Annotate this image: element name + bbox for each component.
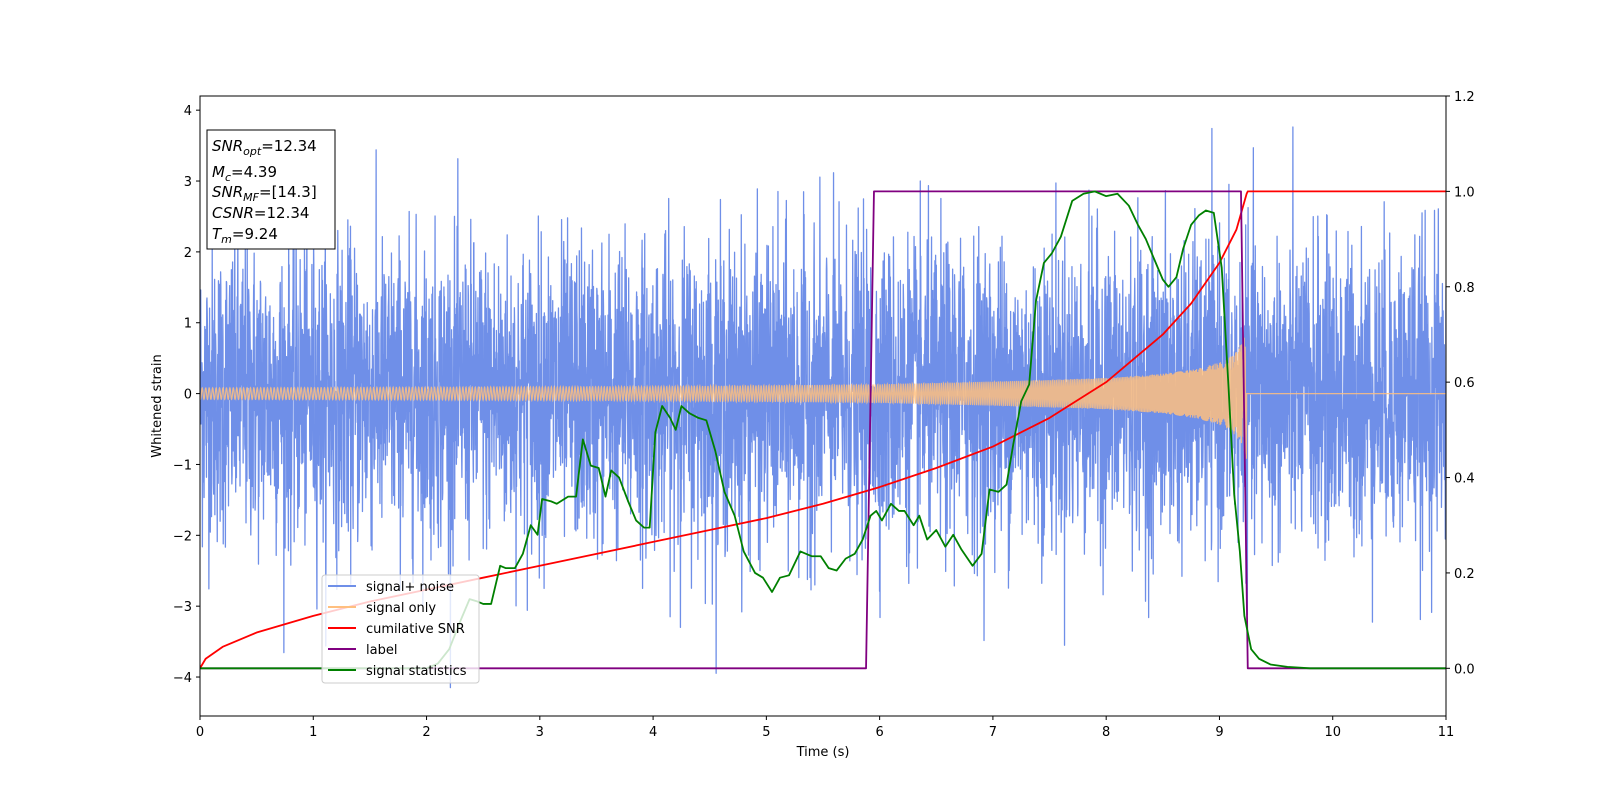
y-left-tick-label: 2 — [184, 246, 192, 261]
y-left-tick-label: 3 — [184, 175, 192, 190]
legend-label: cumilative SNR — [366, 622, 465, 637]
legend-label: signal only — [366, 601, 436, 616]
y-right-tick-label: 0.4 — [1454, 472, 1475, 487]
info-line-main: SNR — [212, 137, 243, 155]
y-right-tick-label: 0.8 — [1454, 281, 1475, 296]
y-left-tick-label: 0 — [184, 388, 192, 403]
x-tick-label: 7 — [989, 725, 997, 740]
y-right-tick-label: 0.2 — [1454, 567, 1475, 582]
series-signal-only-line — [200, 337, 1446, 459]
info-line: Mc=4.39 — [212, 163, 277, 184]
y-left-tick-label: −3 — [173, 600, 192, 615]
y-left-tick-label: 1 — [184, 317, 192, 332]
info-line-value: =[14.3] — [259, 183, 317, 201]
x-tick-label: 3 — [536, 725, 544, 740]
info-line-sub: opt — [243, 145, 262, 158]
legend-label: label — [366, 643, 397, 658]
x-axis-label: Time (s) — [796, 745, 850, 760]
legend-label: signal statistics — [366, 664, 467, 679]
info-line-main: CSNR — [212, 204, 254, 222]
info-line-main: SNR — [212, 183, 243, 201]
info-line-sub: c — [225, 171, 231, 184]
x-tick-label: 8 — [1102, 725, 1110, 740]
ticks-layer: 0 1 2 3 4 5 6 7 8 9 10 1143210−1−2−3−41.21.00.80.60… — [173, 90, 1475, 740]
info-line-sub: MF — [243, 191, 259, 204]
y-left-tick-label: −1 — [173, 458, 192, 473]
info-line-value: =12.34 — [261, 137, 317, 155]
info-line-value: =4.39 — [231, 163, 277, 181]
x-tick-label: 11 — [1438, 725, 1455, 740]
y-left-tick-label: −2 — [173, 529, 192, 544]
x-tick-label: 0 — [196, 725, 204, 740]
legend-frame — [321, 574, 480, 684]
info-line: Tm=9.24 — [212, 225, 278, 246]
y-right-tick-label: 0.0 — [1454, 662, 1475, 677]
info-line-main: M — [212, 163, 225, 181]
y-right-tick-label: 1.2 — [1454, 90, 1475, 105]
legend-label: signal+ noise — [366, 580, 454, 595]
info-line-sub: m — [221, 233, 232, 246]
info-line-value: =9.24 — [232, 225, 278, 243]
x-tick-label: 2 — [422, 725, 430, 740]
legend: signal+ noise signal only cumilative SNR la… — [321, 574, 480, 684]
info-line-main: T — [212, 225, 223, 243]
x-tick-label: 10 — [1324, 725, 1341, 740]
x-tick-label: 5 — [762, 725, 770, 740]
info-line-value: =12.34 — [254, 204, 310, 222]
x-tick-label: 1 — [309, 725, 317, 740]
info-line: CSNR=12.34 — [212, 204, 309, 222]
series-signal-statistics-line — [200, 190, 1446, 670]
info-box-frame — [206, 129, 336, 250]
info-line: SNRopt=12.34 — [212, 137, 317, 158]
plot-frame — [199, 95, 1447, 717]
series-label-line — [200, 190, 1446, 670]
y-left-tick-label: 4 — [184, 104, 192, 119]
y-right-tick-label: 1.0 — [1454, 185, 1475, 200]
x-tick-label: 4 — [649, 725, 657, 740]
x-tick-label: 9 — [1215, 725, 1223, 740]
y-left-tick-label: −4 — [173, 671, 192, 686]
x-tick-label: 6 — [875, 725, 883, 740]
info-box: SNRopt=12.34Mc=4.39SNRMF=[14.3]CSNR=12.3… — [206, 129, 336, 250]
info-line: SNRMF=[14.3] — [212, 183, 317, 204]
y-axis-label: Whitened strain — [150, 354, 165, 457]
y-right-tick-label: 0.6 — [1454, 376, 1475, 391]
